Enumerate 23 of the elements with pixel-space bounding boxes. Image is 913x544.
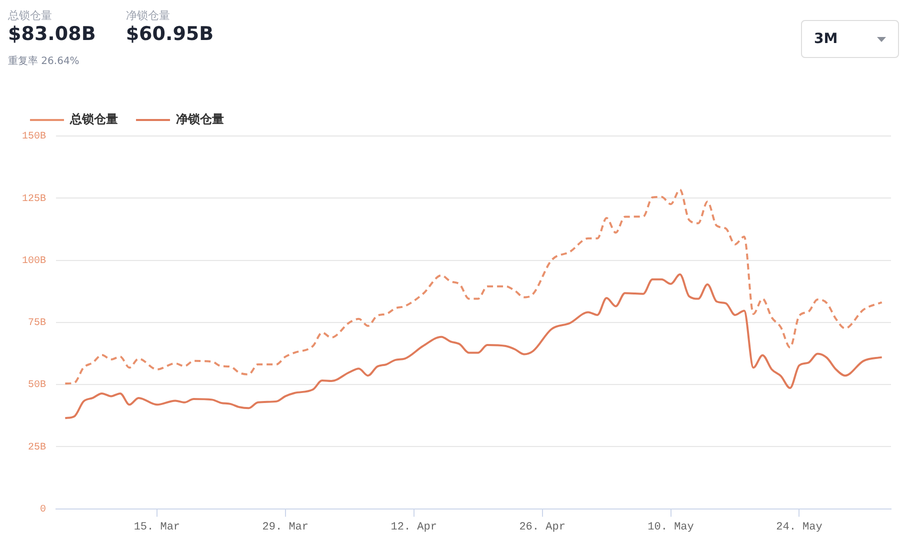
x-tick-label: 29. Mar bbox=[262, 521, 309, 534]
x-tick-label: 10. May bbox=[648, 521, 694, 534]
y-tick-label: 150B bbox=[22, 132, 46, 143]
x-tick-label: 24. May bbox=[776, 521, 823, 534]
text: 重复率 26.64% bbox=[8, 54, 80, 68]
legend-label: 净锁仓量 bbox=[176, 112, 224, 126]
text: 净锁仓量 bbox=[126, 8, 171, 23]
y-tick-label: 75B bbox=[28, 318, 46, 330]
y-tick-label: 25B bbox=[28, 442, 46, 454]
y-tick-label: 125B bbox=[22, 194, 46, 205]
x-tick-label: 15. Mar bbox=[134, 521, 180, 534]
x-tick-label: 26. Apr bbox=[519, 521, 566, 534]
y-tick-label: 50B bbox=[28, 380, 46, 392]
text: $60.95B bbox=[126, 23, 214, 45]
y-tick-label: 0 bbox=[40, 504, 46, 516]
y-tick-label: 100B bbox=[22, 256, 46, 267]
x-tick-label: 12. Apr bbox=[390, 521, 437, 534]
text: $83.08B bbox=[8, 23, 96, 45]
line-series bbox=[64, 273, 883, 420]
legend-label: 总锁仓量 bbox=[69, 112, 118, 126]
text: 总锁仓量 bbox=[8, 8, 53, 23]
line-series bbox=[64, 188, 883, 385]
text: 3M bbox=[814, 31, 838, 47]
